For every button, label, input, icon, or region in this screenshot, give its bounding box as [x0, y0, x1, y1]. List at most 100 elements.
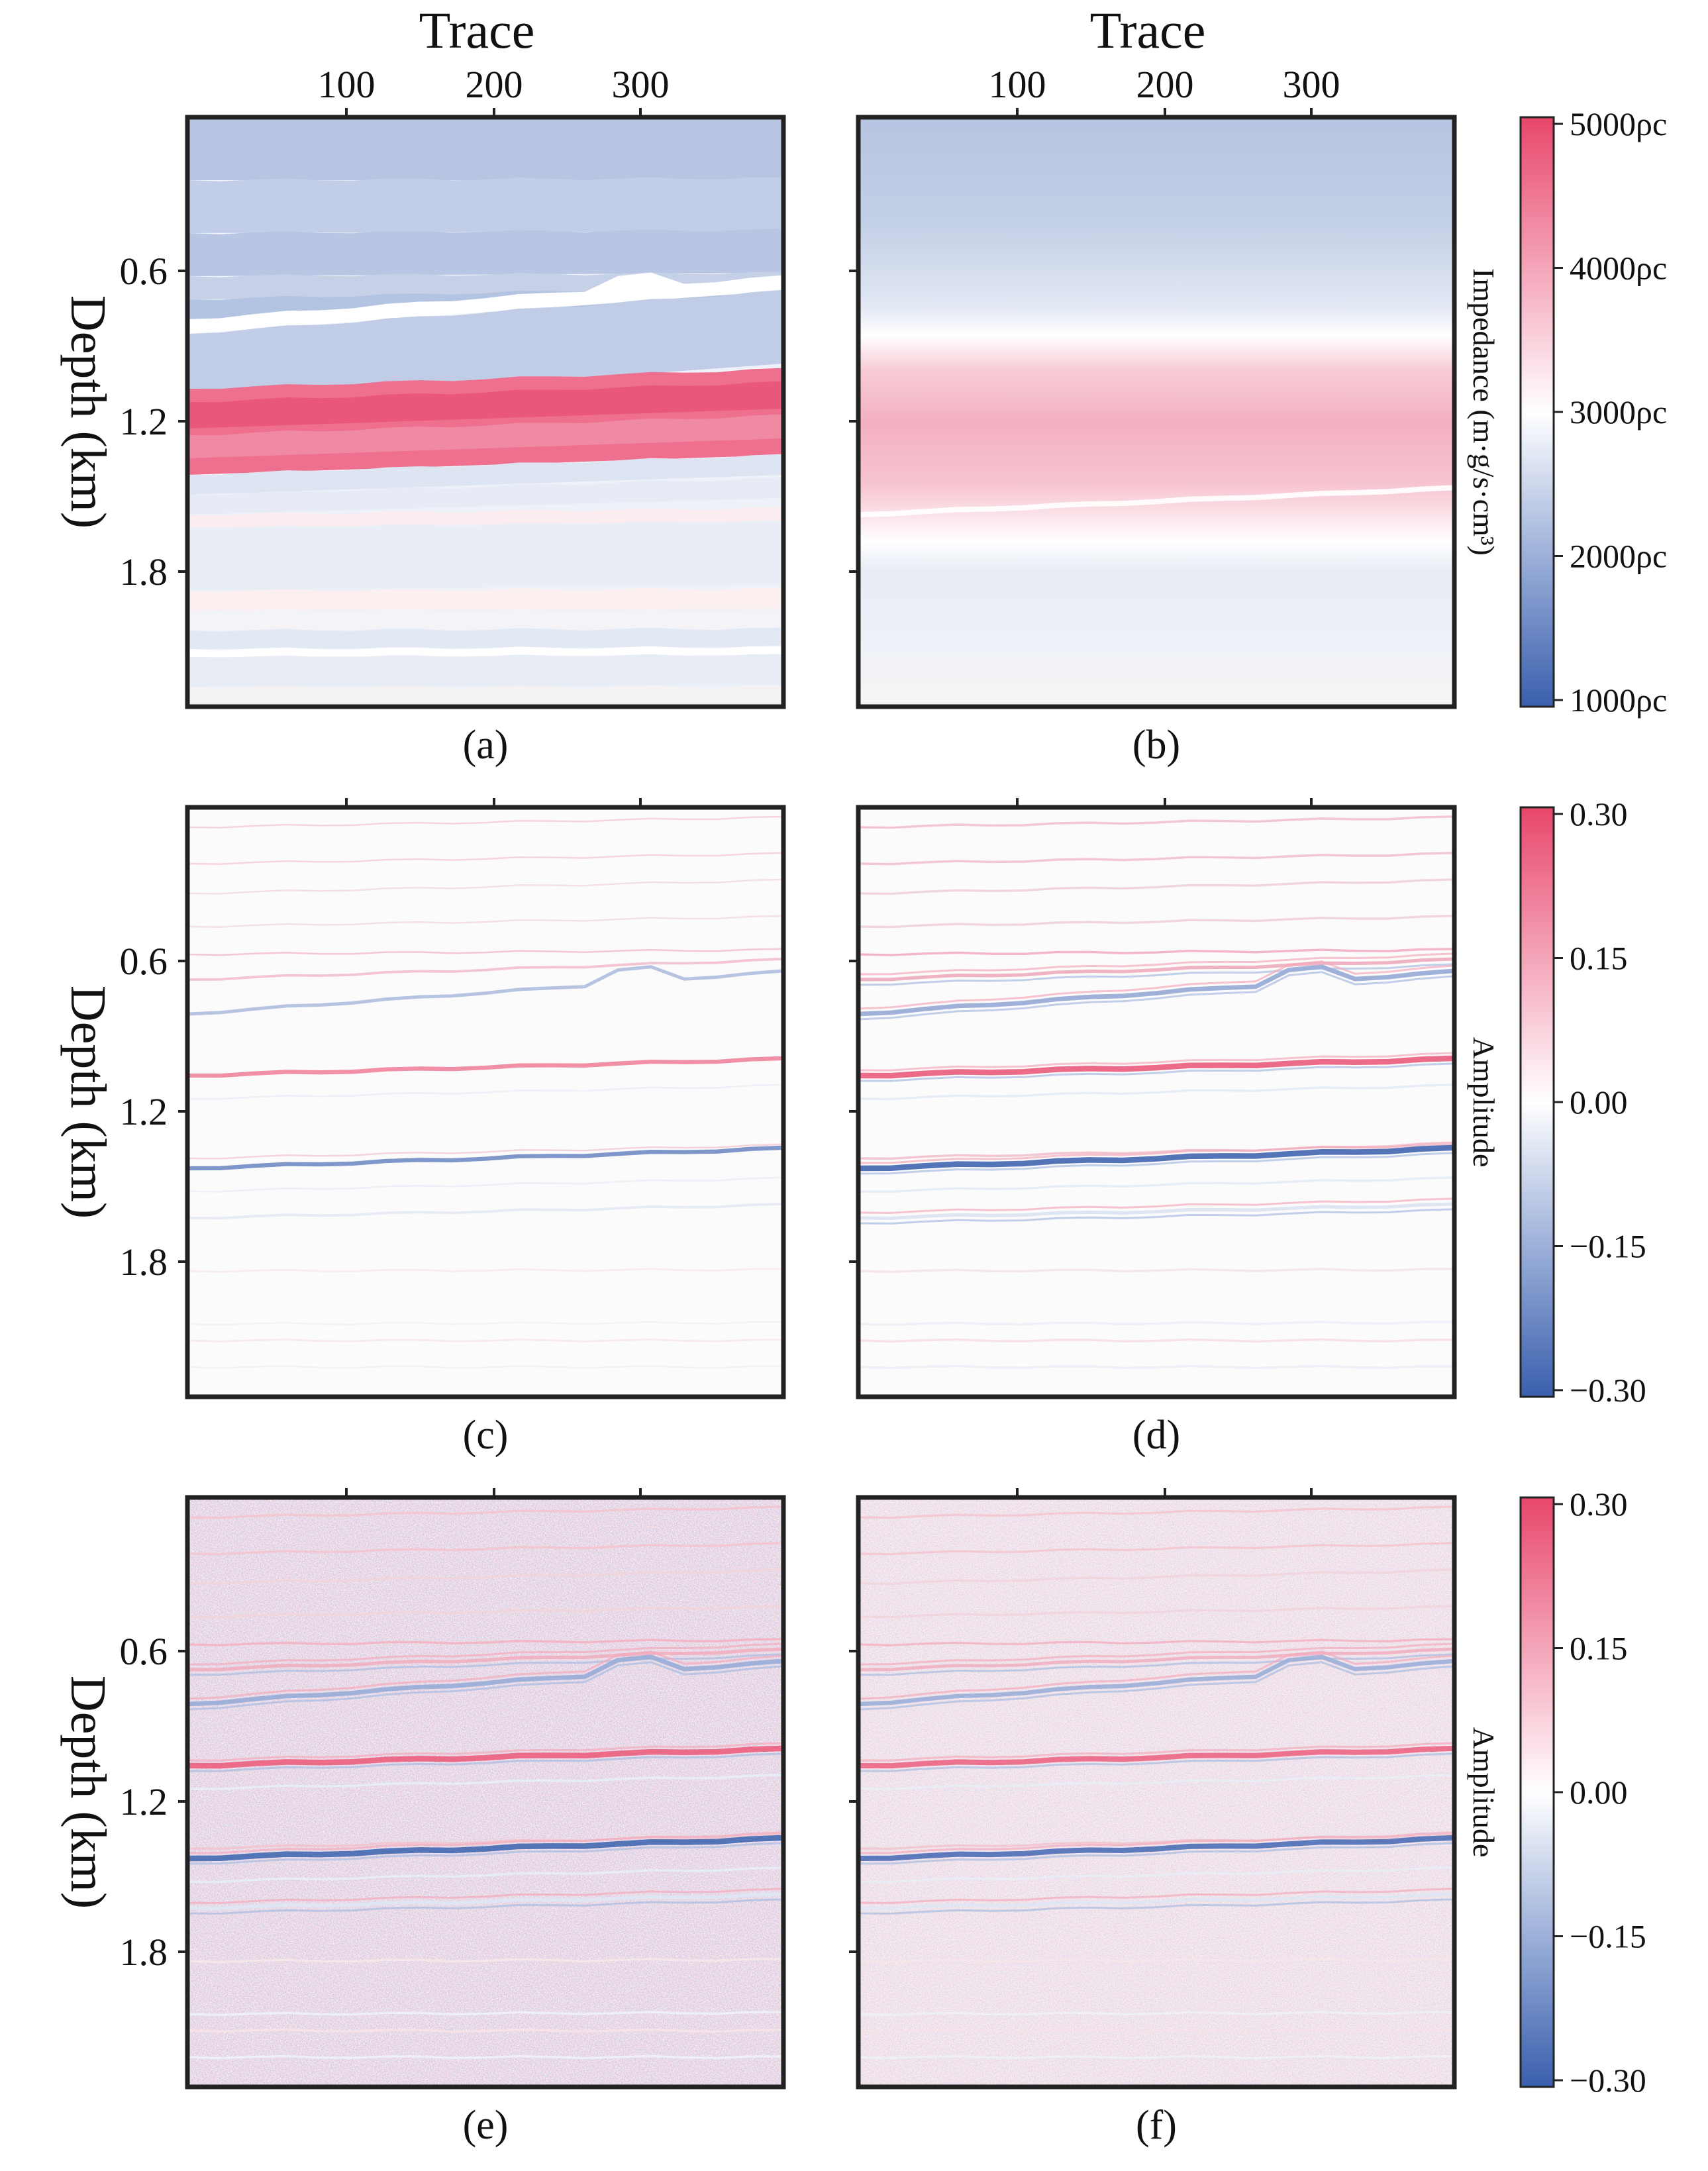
- reflector-6: [187, 965, 783, 1016]
- panel-frame-d: [856, 805, 1457, 1399]
- panel-a: [187, 117, 783, 707]
- background: [858, 807, 1454, 1397]
- colorbar-3: [1521, 1497, 1554, 2087]
- reflector-8: [187, 1084, 783, 1100]
- reflector-1: [187, 852, 783, 865]
- layer-2: [187, 228, 783, 276]
- layer-5: [187, 272, 783, 334]
- colorbar-tick-label: 1000ρc: [1570, 682, 1667, 719]
- reflector-0: [187, 815, 783, 829]
- x-tick-label: 300: [1283, 63, 1340, 106]
- reflector-16: [187, 2054, 783, 2060]
- reflector-sidelobe-bottom-6: [187, 1661, 783, 1711]
- layer-17: [187, 646, 783, 657]
- colorbar-tick-label: 4000ρc: [1570, 250, 1667, 287]
- reflector-sidelobe-top-6: [187, 1650, 783, 1700]
- colorbars-group: 5000ρc 4000ρc 3000ρc 2000ρc 1000ρc Impedance …: [1467, 105, 1667, 2099]
- colorbar-tick-label: 0.30: [1570, 795, 1628, 833]
- reflector-13: [187, 1958, 783, 1964]
- reflector-10: [858, 1835, 1454, 1861]
- reflector-11: [858, 1866, 1454, 1884]
- panel-frame-b: [856, 115, 1457, 709]
- layer-10: [187, 454, 783, 495]
- layer-18: [187, 654, 783, 687]
- reflector-5: [858, 957, 1454, 982]
- reflector-4: [187, 1638, 783, 1646]
- reflector-4: [187, 948, 783, 956]
- panel-d: [858, 807, 1454, 1397]
- panel-label-a: (a): [463, 723, 509, 768]
- reflector-3: [858, 1605, 1454, 1619]
- reflector-11: [858, 1176, 1454, 1193]
- reflector-6: [858, 1654, 1454, 1707]
- reflector-sidelobe-top-12: [858, 1197, 1454, 1214]
- reflector-sidelobe-top-12: [187, 1888, 783, 1904]
- x-tick-label: 200: [466, 63, 523, 106]
- layer-6: [187, 289, 783, 407]
- reflector-15: [187, 2028, 783, 2033]
- reflector-sidelobe-bottom-10: [858, 1842, 1454, 1865]
- panel-b: [858, 117, 1454, 707]
- layer-14: [187, 587, 783, 611]
- reflector-4: [858, 1638, 1454, 1646]
- reflector-10: [187, 1145, 783, 1171]
- y-tick-label: 1.8: [120, 1240, 168, 1284]
- y-tick-label: 1.8: [120, 1931, 168, 1974]
- reflector-2: [187, 1568, 783, 1586]
- colorbar-1: [1521, 117, 1554, 707]
- y-tick-label: 1.8: [120, 550, 168, 593]
- lower-boundary: [858, 485, 1454, 517]
- reflector-4: [858, 948, 1454, 956]
- reflector-7: [858, 1055, 1454, 1079]
- reflector-12: [858, 1202, 1454, 1220]
- reflector-14: [858, 2011, 1454, 2017]
- reflector-1: [858, 852, 1454, 866]
- reflector-1: [858, 1542, 1454, 1556]
- reflector-6: [858, 964, 1454, 1017]
- colorbar-tick-label: 0.15: [1570, 940, 1628, 977]
- reflector-11: [187, 1866, 783, 1884]
- layer-15: [187, 609, 783, 631]
- reflector-7: [187, 1056, 783, 1078]
- layer-8: [187, 381, 783, 429]
- noise-field: [187, 1497, 783, 2087]
- reflector-sidelobe-top-6: [858, 960, 1454, 1010]
- reflector-2: [858, 1568, 1454, 1586]
- reflector-sidelobe-bottom-10: [858, 1152, 1454, 1175]
- reflector-10: [187, 1835, 783, 1862]
- colorbar-title-1: Impedance (m·g/s·cm³): [1467, 268, 1501, 556]
- reflector-3: [858, 915, 1454, 929]
- y-tick-label: 0.6: [120, 1630, 168, 1673]
- y-tick-label: 0.6: [120, 250, 168, 293]
- reflector-0: [858, 815, 1454, 829]
- reflector-15: [187, 1338, 783, 1342]
- panel-frame-a: [185, 115, 786, 709]
- layer-13: [187, 520, 783, 591]
- reflector-10: [858, 1144, 1454, 1172]
- panel-label-c: (c): [463, 1413, 509, 1458]
- reflector-13: [858, 1268, 1454, 1274]
- y-axis-title-row-3: Depth (km): [60, 1676, 116, 1909]
- colorbar-tick-label: 0.15: [1570, 1630, 1628, 1667]
- layer-1: [187, 177, 783, 233]
- reflector-6: [187, 1654, 783, 1707]
- layer-9: [187, 414, 783, 458]
- impedance-field: [858, 117, 1454, 707]
- reflector-sidelobe-bottom-12: [187, 1898, 783, 1915]
- colorbar-tick-label: −0.15: [1570, 1228, 1646, 1265]
- reflector-3: [187, 1605, 783, 1619]
- reflector-3: [187, 915, 783, 928]
- reflector-sidelobe-top-5: [187, 1642, 783, 1666]
- y-tick-label: 0.6: [120, 940, 168, 983]
- reflector-sidelobe-bottom-5: [187, 1653, 783, 1676]
- layer-16: [187, 627, 783, 649]
- reflector-7: [858, 1745, 1454, 1769]
- reflector-16: [187, 1365, 783, 1369]
- reflector-14: [187, 1321, 783, 1326]
- x-axis-title-right: Trace: [1090, 1, 1206, 59]
- panel-label-b: (b): [1132, 723, 1180, 768]
- reflector-sidelobe-top-10: [187, 1831, 783, 1854]
- colorbar-tick-label: −0.15: [1570, 1918, 1646, 1955]
- colorbar-tick-label: −0.30: [1570, 1372, 1646, 1409]
